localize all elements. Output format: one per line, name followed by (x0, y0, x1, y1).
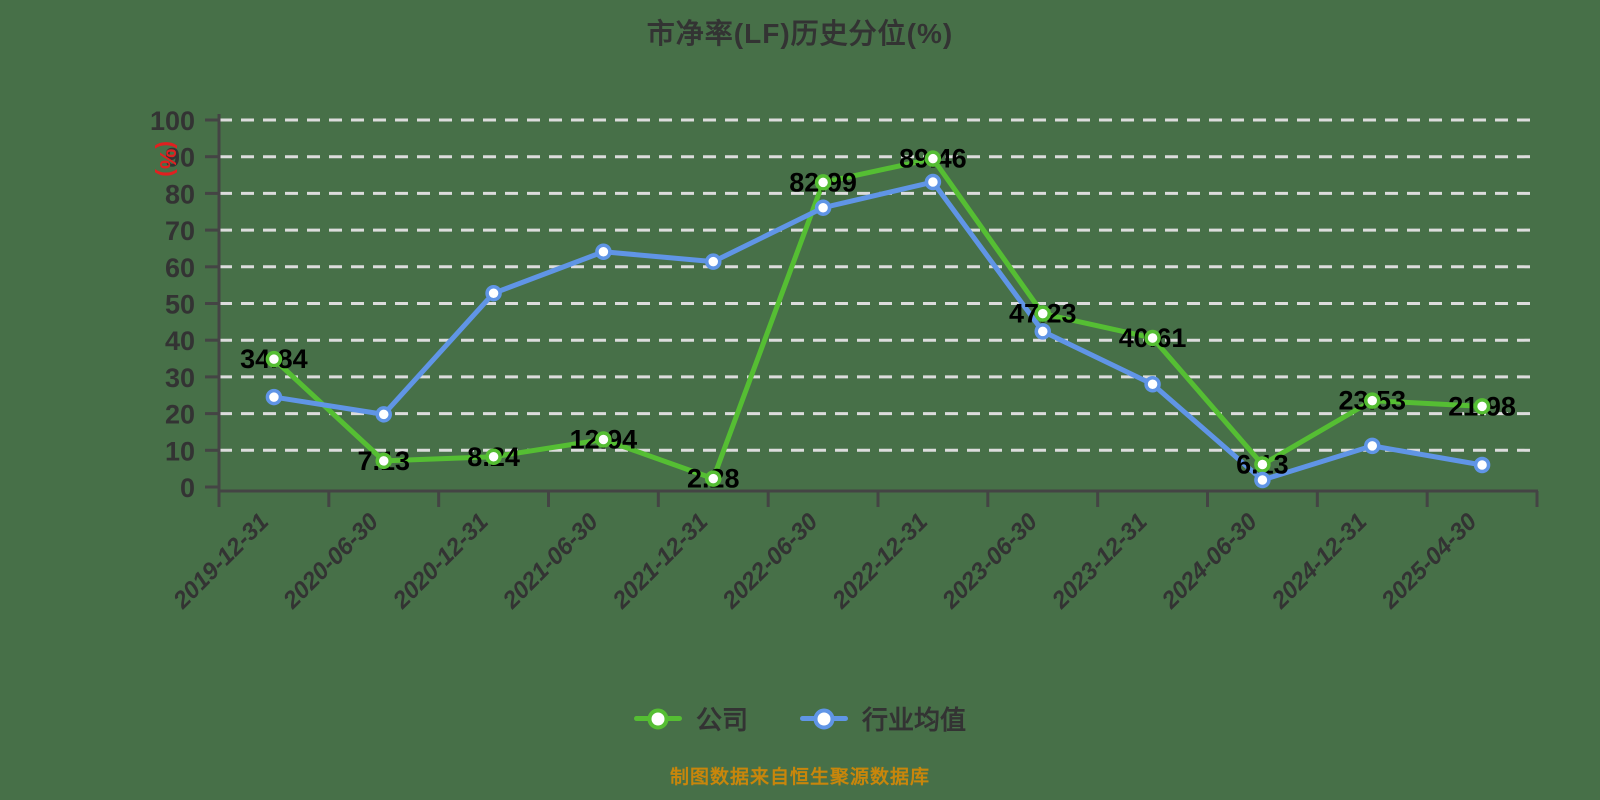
company-series-marker-icon (633, 707, 682, 731)
y-tick-label: 20 (165, 400, 195, 430)
data-point[interactable] (1364, 437, 1381, 455)
y-tick-label: 60 (165, 253, 195, 283)
x-tick-label: 2020-12-31 (387, 508, 494, 615)
y-tick-label: 70 (165, 216, 195, 246)
y-tick-label: 30 (165, 363, 195, 393)
data-point[interactable] (814, 199, 832, 216)
data-point[interactable] (705, 470, 722, 487)
y-tick-label: 10 (165, 436, 195, 466)
y-axis-name: (%) (155, 141, 181, 177)
x-tick-label: 2024-12-31 (1266, 508, 1373, 615)
data-point[interactable] (595, 431, 612, 448)
legend-item-company[interactable]: 公司 (633, 700, 748, 737)
industry-series-marker-icon (800, 707, 848, 731)
y-tick-label: 90 (165, 143, 195, 173)
data-point[interactable] (924, 150, 942, 167)
data-point[interactable] (924, 173, 942, 191)
data-point[interactable] (265, 350, 283, 368)
x-tick-label: 2025-04-30 (1376, 508, 1483, 615)
x-tick-label: 2024-06-30 (1156, 508, 1263, 615)
data-point[interactable] (595, 243, 612, 261)
axes (205, 114, 1539, 507)
data-point[interactable] (375, 406, 392, 423)
data-point[interactable] (485, 448, 502, 466)
data-point[interactable] (375, 452, 392, 470)
y-tick-label: 40 (165, 326, 195, 356)
legend-item-industry[interactable]: 行业均值 (800, 700, 966, 737)
y-tick-label: 50 (165, 290, 195, 320)
chart-title: 市净率(LF)历史分位(%) (646, 18, 954, 49)
data-point[interactable] (1254, 471, 1271, 489)
x-tick-label: 2023-12-31 (1046, 508, 1153, 615)
series-points-industry (265, 173, 1491, 489)
series-line-industry (271, 179, 1485, 483)
data-point[interactable] (814, 174, 832, 191)
x-tick-label: 2021-12-31 (607, 508, 714, 615)
data-point[interactable] (1144, 329, 1161, 347)
x-tick-label: 2023-06-30 (936, 508, 1043, 615)
series-points-company (265, 150, 1491, 487)
data-point[interactable] (1473, 398, 1491, 415)
y-tick-label: 100 (150, 106, 195, 136)
legend-label-company: 公司 (695, 705, 748, 735)
y-tick-label: 0 (180, 473, 195, 503)
data-point[interactable] (705, 253, 722, 270)
x-tick-label: 2021-06-30 (497, 508, 604, 615)
x-tick-label: 2022-06-30 (717, 508, 824, 615)
series-line-company (271, 156, 1485, 482)
data-point[interactable] (1473, 456, 1491, 474)
data-point[interactable] (1144, 375, 1161, 393)
data-point[interactable] (485, 284, 502, 302)
data-point[interactable] (1364, 392, 1381, 409)
y-tick-label: 80 (165, 179, 195, 209)
y-axis-labels: 0 10 20 30 40 50 60 70 80 90 100 (150, 106, 195, 503)
legend-label-industry: 行业均值 (862, 705, 967, 735)
x-axis-labels: 2019-12-31 2020-06-30 2020-12-31 2021-06-30… (168, 508, 1483, 615)
x-tick-label: 2019-12-31 (168, 508, 275, 615)
data-point[interactable] (1034, 323, 1051, 340)
data-point[interactable] (1034, 305, 1051, 322)
x-tick-label: 2020-06-30 (277, 508, 384, 615)
data-point[interactable] (265, 388, 283, 406)
plot-area: 0 10 20 30 40 50 60 70 80 90 100 2019-12-31 2020-06-… (150, 106, 1539, 615)
data-point[interactable] (1254, 456, 1271, 473)
legend: 公司 行业均值 (0, 700, 1600, 737)
data-source-note: 制图数据来自恒生聚源数据库 (669, 767, 930, 788)
x-tick-label: 2022-12-31 (827, 508, 934, 615)
